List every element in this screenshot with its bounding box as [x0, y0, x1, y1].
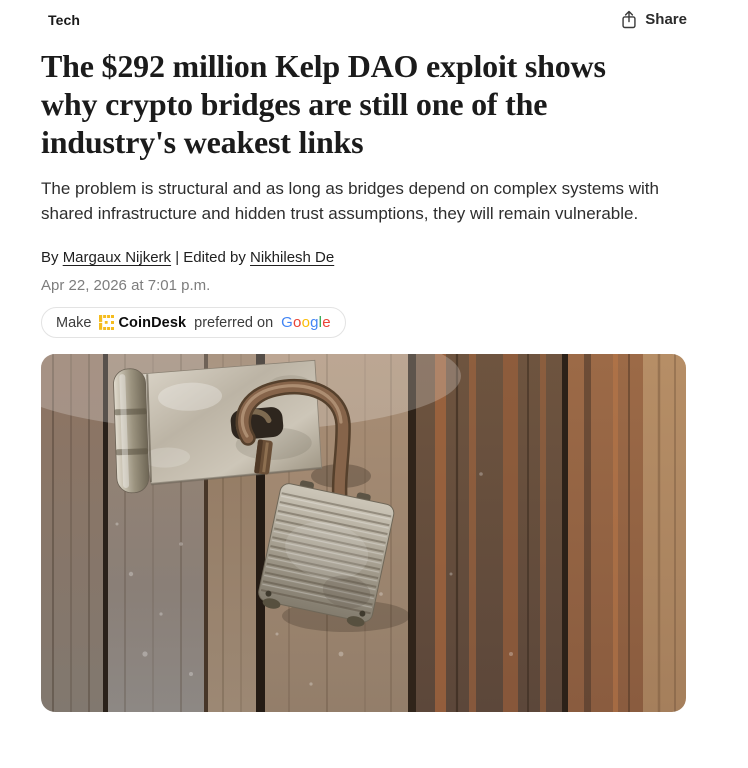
- google-letter: g: [310, 314, 319, 331]
- edited-by-prefix: Edited by: [183, 249, 251, 266]
- hero-image: [41, 354, 686, 712]
- share-label: Share: [645, 11, 687, 28]
- pill-middle-label: preferred on: [194, 314, 274, 331]
- hinge-barrel: [113, 368, 152, 494]
- google-wordmark: Google: [281, 314, 331, 331]
- article-subheadline: The problem is structural and as long as…: [41, 179, 659, 223]
- google-letter: o: [293, 314, 302, 331]
- byline-prefix: By: [41, 249, 63, 266]
- byline: By Margaux Nijkerk | Edited by Nikhilesh…: [41, 249, 687, 266]
- coindesk-logo-icon: [99, 315, 115, 330]
- category-label[interactable]: Tech: [48, 11, 81, 28]
- share-icon: [621, 10, 637, 29]
- topbar: Tech Share: [41, 0, 687, 30]
- editor-link[interactable]: Nikhilesh De: [250, 249, 335, 266]
- pill-make-label: Make: [56, 314, 92, 331]
- padlock-body: [258, 480, 395, 627]
- rusty-pin: [254, 439, 273, 475]
- article-headline: The $292 million Kelp DAO exploit shows …: [41, 48, 606, 160]
- coindesk-brand: CoinDesk: [99, 315, 186, 331]
- google-letter: G: [281, 314, 294, 331]
- google-preferred-pill[interactable]: Make: [41, 307, 346, 338]
- google-letter: l: [318, 314, 323, 331]
- byline-separator: |: [171, 249, 184, 266]
- author-link[interactable]: Margaux Nijkerk: [62, 249, 172, 266]
- article-page: Tech Share The $292 million Kelp DAO exp…: [41, 0, 687, 712]
- publish-date: Apr 22, 2026 at 7:01 p.m.: [41, 277, 211, 294]
- google-letter: e: [322, 314, 331, 331]
- padlock-shackle: [235, 378, 351, 510]
- share-button[interactable]: Share: [621, 10, 687, 29]
- google-letter: o: [301, 314, 311, 331]
- coindesk-brand-name: CoinDesk: [118, 314, 187, 331]
